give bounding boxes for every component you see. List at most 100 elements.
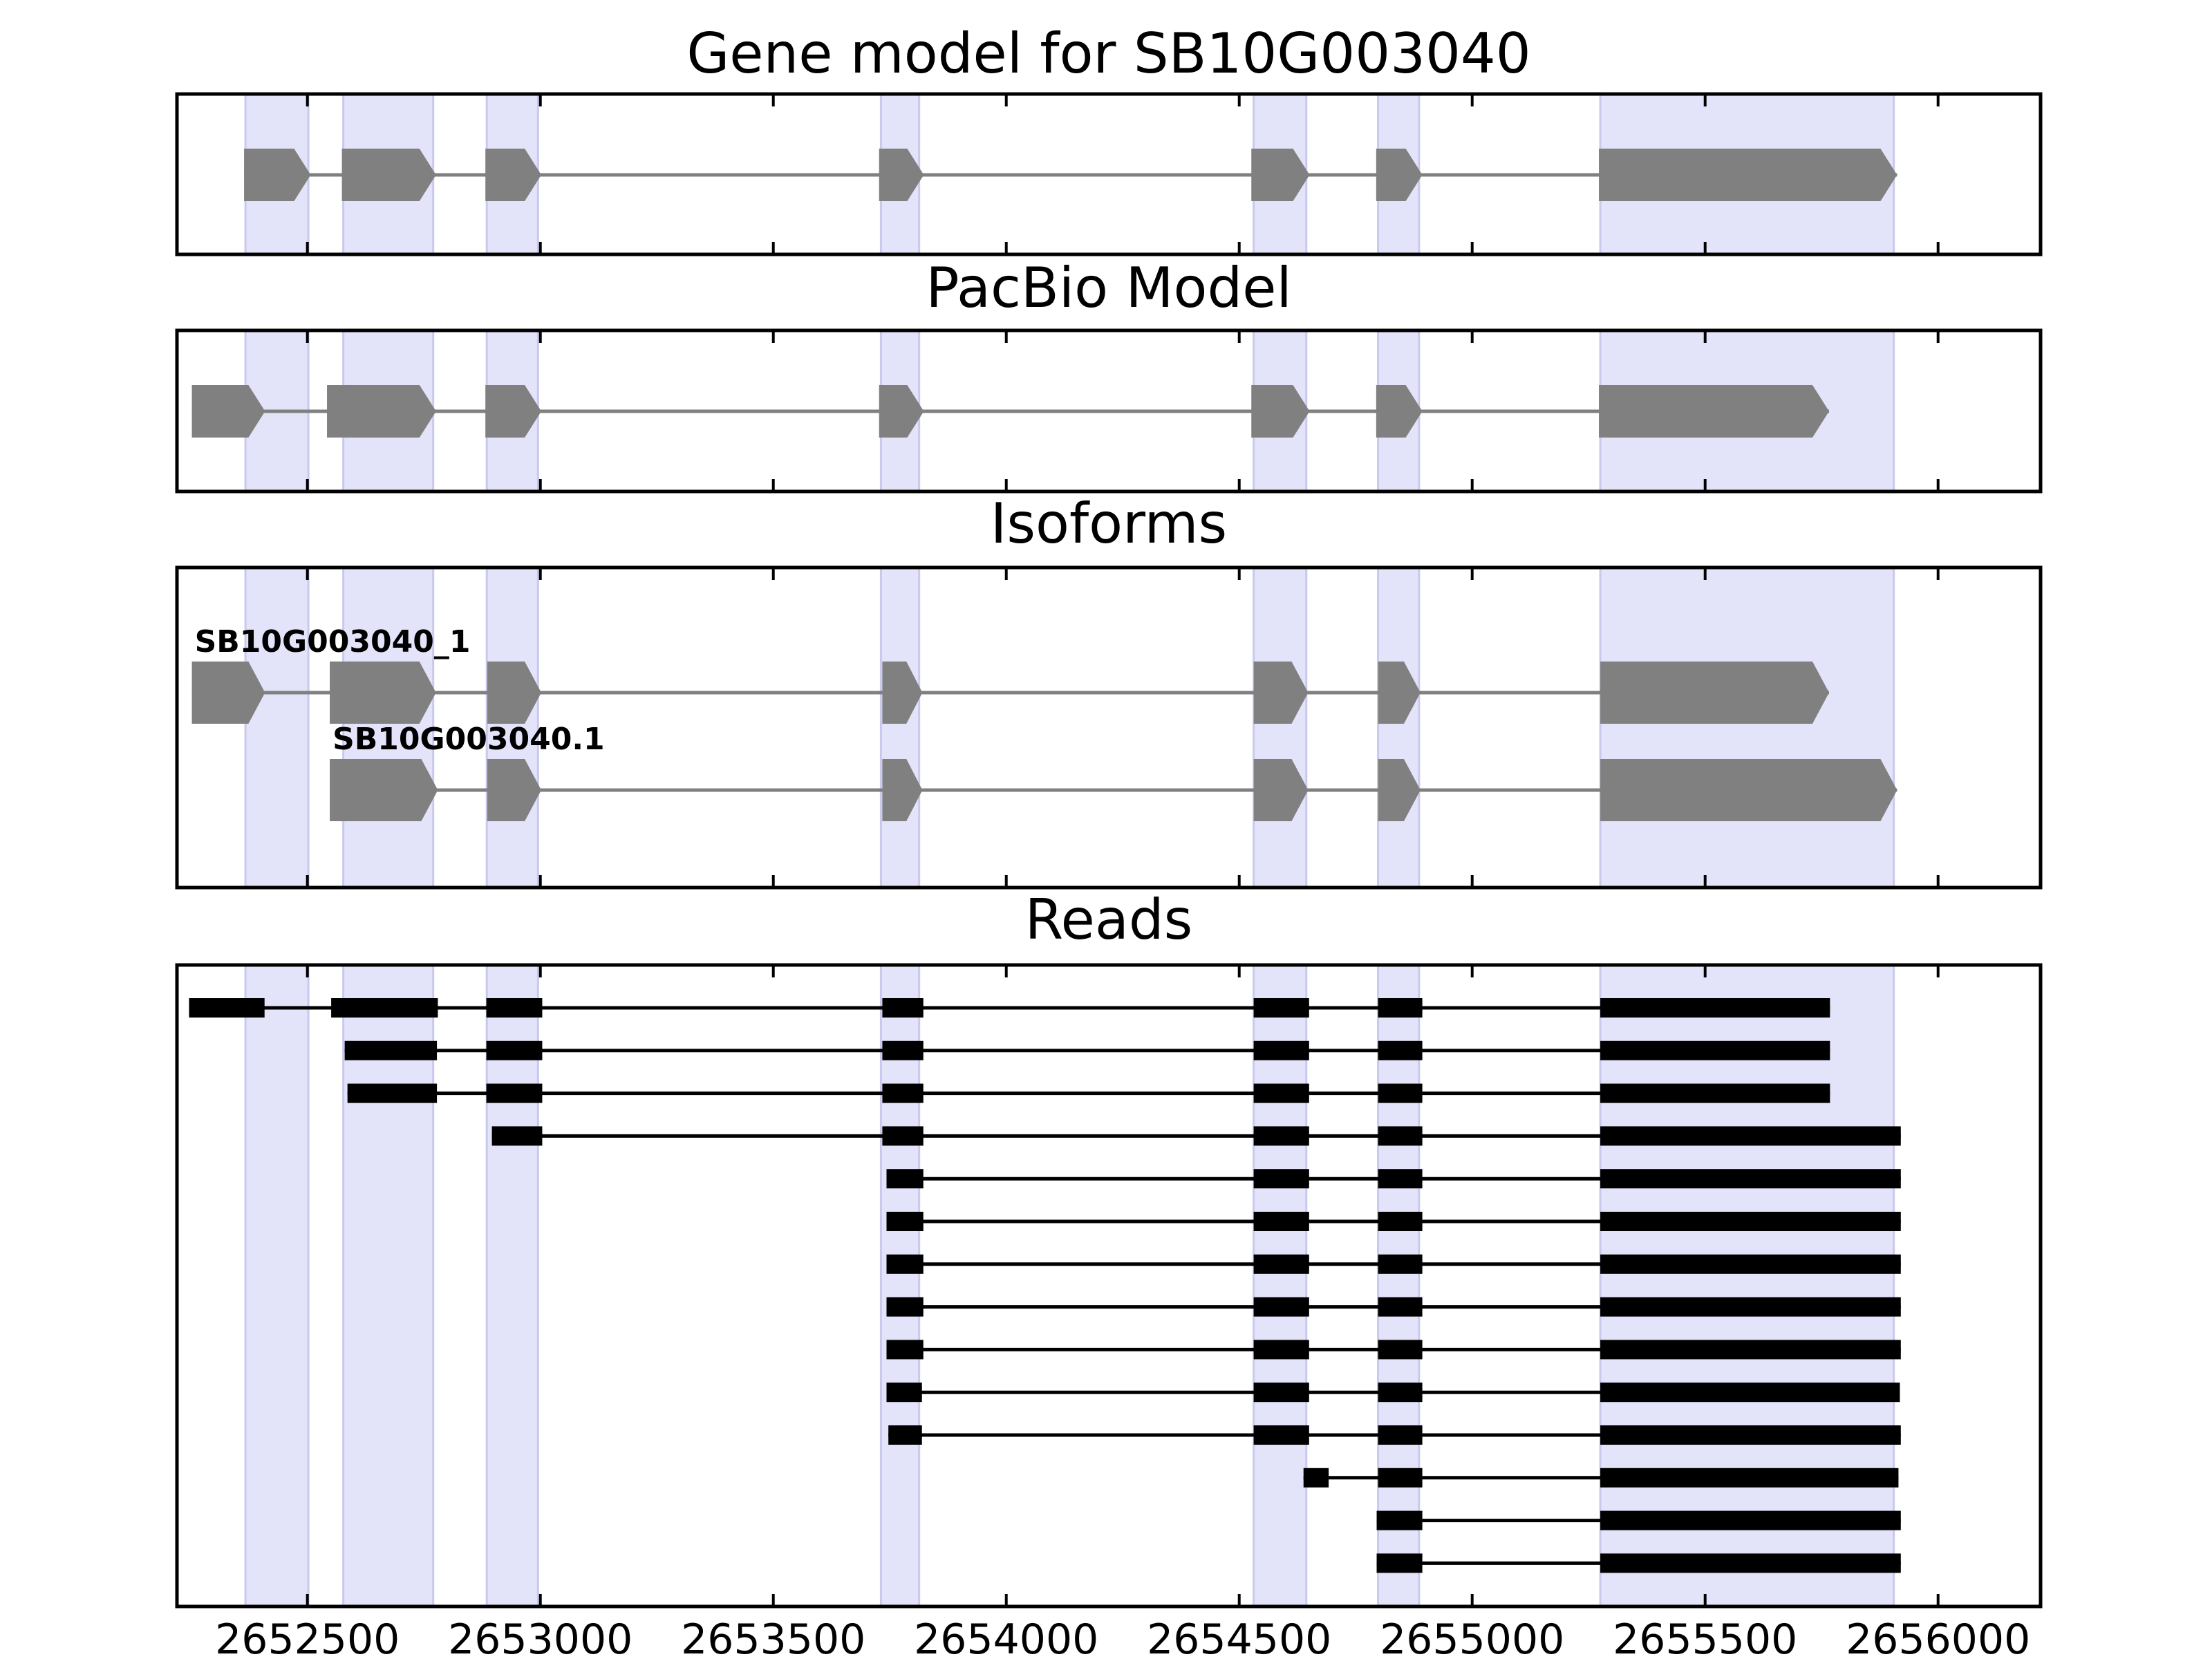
- read-exon-block: [886, 1382, 922, 1403]
- exon-block: [882, 759, 923, 821]
- reads-tracks: [189, 998, 1901, 1573]
- read-exon-block: [1303, 1468, 1329, 1488]
- read-exon-block: [1378, 1169, 1423, 1189]
- read-exon-block: [1378, 1425, 1423, 1445]
- read-exon-block: [1600, 1468, 1899, 1488]
- exon-block: [879, 149, 924, 201]
- exon-block: [191, 385, 265, 438]
- x-tick-label: 2653500: [681, 1615, 865, 1659]
- read-exon-block: [1600, 1212, 1901, 1231]
- exon-block: [879, 385, 924, 438]
- panel-frame: [175, 565, 2043, 890]
- exon-block: [1599, 149, 1897, 201]
- x-axis-ticks: 2652500 2653000 2653500 2654000 2654500 26550…: [215, 94, 2030, 1659]
- read-exon-block: [1376, 1553, 1423, 1573]
- read-exon-block: [882, 998, 924, 1018]
- read-exon-block: [1253, 1126, 1309, 1146]
- exon-block: [344, 759, 433, 821]
- exon-block: [1378, 759, 1421, 821]
- read-exon-block: [1378, 1297, 1423, 1317]
- exon-highlight-layer: [244, 93, 1895, 1608]
- exon-block: [1253, 759, 1309, 821]
- read-exon-block: [888, 1425, 922, 1445]
- exon-highlight-band: [879, 964, 921, 1608]
- exon-highlight-band: [1253, 566, 1308, 889]
- read-exon-block: [1253, 1169, 1309, 1189]
- read-exon-block: [1378, 998, 1423, 1018]
- read-exon-block: [886, 1212, 924, 1231]
- read-exon-block: [1600, 1340, 1901, 1360]
- exon-block: [485, 385, 542, 438]
- read-exon-block: [344, 998, 438, 1018]
- read-exon-block: [882, 1126, 924, 1146]
- read-exon-block: [1253, 1297, 1309, 1317]
- read-exon-block: [886, 1254, 924, 1274]
- read-exon-block: [1253, 1254, 1309, 1274]
- panel-frame: [175, 328, 2043, 494]
- read-exon-block: [1600, 1169, 1901, 1189]
- isoform-label: SB10G003040.1: [332, 722, 605, 757]
- exon-highlight-band: [1253, 964, 1308, 1608]
- exon-highlight-band: [1377, 964, 1421, 1608]
- exon-block: [344, 662, 433, 724]
- gene-model-panel: Gene model for SB10G003040: [244, 21, 1897, 201]
- read-exon-block: [486, 998, 543, 1018]
- exon-highlight-band: [1377, 566, 1421, 889]
- pacbio-model-panel: PacBio Model: [191, 256, 1830, 438]
- read-exon-block: [1378, 1340, 1423, 1360]
- isoforms-panel: Isoforms SB10G003040_1 SB10G003040.1: [191, 491, 1897, 821]
- gene-model-tracks: [244, 149, 1897, 201]
- read-exon-block: [491, 1126, 543, 1146]
- x-tick-label: 2654000: [914, 1615, 1098, 1659]
- exon-block: [1600, 759, 1897, 821]
- read-exon-block: [1253, 1425, 1309, 1445]
- read-exon-block: [1600, 1297, 1901, 1317]
- exon-block: [1251, 149, 1310, 201]
- pacbio-model-title: PacBio Model: [926, 256, 1291, 320]
- read-exon-block: [882, 1040, 924, 1060]
- read-exon-block: [1378, 1083, 1423, 1103]
- isoforms-title: Isoforms: [991, 491, 1227, 556]
- read-exon-block: [1378, 1382, 1423, 1403]
- read-exon-block: [1600, 1040, 1830, 1060]
- read-exon-block: [886, 1340, 924, 1360]
- exon-block: [1600, 662, 1830, 724]
- exon-highlight-band: [879, 566, 921, 889]
- exon-block: [1376, 149, 1423, 201]
- read-exon-block: [1600, 1254, 1901, 1274]
- exon-block: [485, 149, 542, 201]
- read-exon-block: [1600, 998, 1830, 1018]
- read-exon-block: [1378, 1468, 1423, 1488]
- read-exon-block: [882, 1083, 924, 1103]
- exon-block: [487, 662, 542, 724]
- x-tick-label: 2655000: [1380, 1615, 1564, 1659]
- exon-block: [1251, 385, 1310, 438]
- read-exon-block: [1253, 1212, 1309, 1231]
- read-exon-block: [347, 1083, 438, 1103]
- read-exon-block: [1253, 1083, 1309, 1103]
- read-exon-block: [1253, 1040, 1309, 1060]
- exon-highlight-band: [1599, 964, 1895, 1608]
- exon-block: [882, 662, 923, 724]
- x-tick-label: 2654500: [1147, 1615, 1331, 1659]
- exon-highlight-band: [1599, 566, 1895, 889]
- read-exon-block: [486, 1040, 543, 1060]
- read-exon-block: [1253, 998, 1309, 1018]
- read-exon-block: [1600, 1553, 1901, 1573]
- exon-block: [1376, 385, 1423, 438]
- read-exon-block: [1600, 1510, 1901, 1530]
- x-tick-label: 2653000: [448, 1615, 632, 1659]
- read-exon-block: [1253, 1340, 1309, 1360]
- read-exon-block: [1378, 1126, 1423, 1146]
- exon-block: [1599, 385, 1830, 438]
- exon-highlight-band: [485, 566, 539, 889]
- reads-title: Reads: [1025, 888, 1193, 952]
- read-exon-block: [1376, 1510, 1423, 1530]
- read-exon-block: [1378, 1254, 1423, 1274]
- x-tick-label: 2652500: [215, 1615, 400, 1659]
- x-tick-label: 2656000: [1846, 1615, 2030, 1659]
- exon-block: [487, 759, 542, 821]
- read-exon-block: [1600, 1382, 1900, 1403]
- exon-highlight-band: [244, 566, 310, 889]
